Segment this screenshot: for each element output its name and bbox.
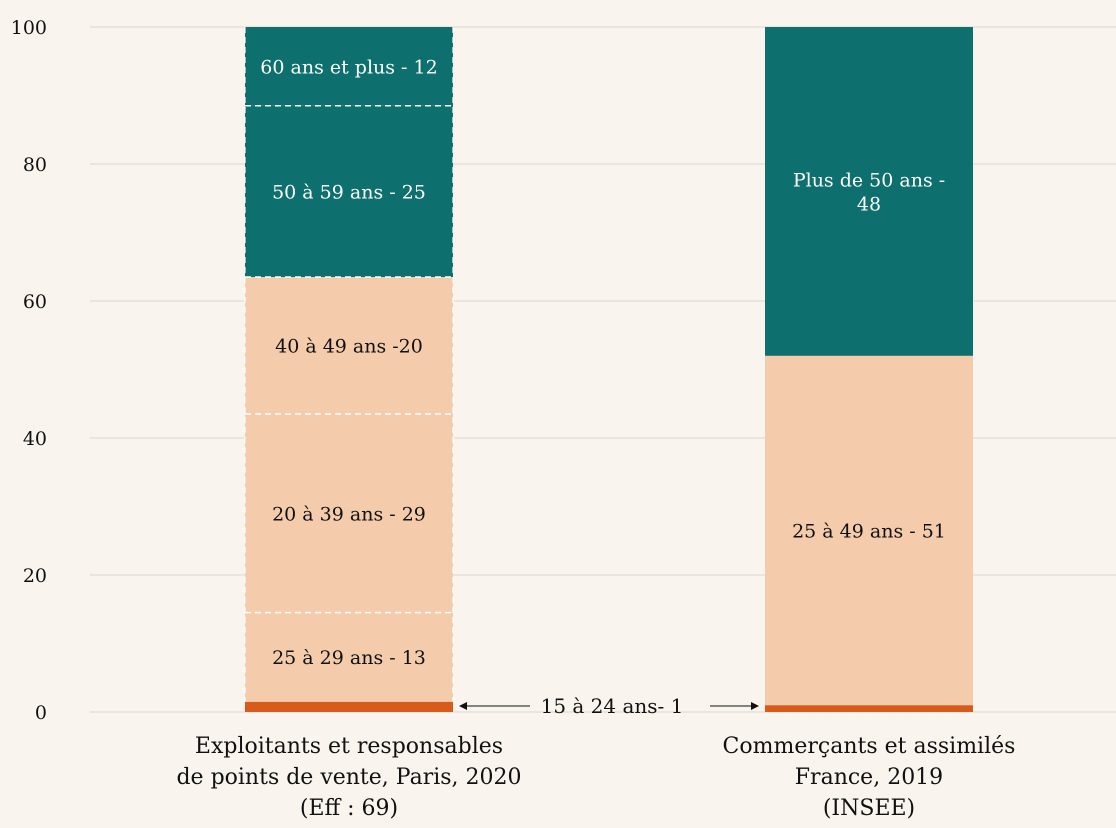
x-category-label: France, 2019 [795,765,943,790]
bar-segment [245,612,453,702]
callout-label: 15 à 24 ans- 1 [541,694,684,718]
bar-paris: 25 à 29 ans - 13 20 à 39 ans - 29 40 à 49 … [244,27,454,712]
bar-segment [245,414,453,613]
y-tick-label: 20 [23,565,47,587]
bar-segment [245,701,453,712]
bar-segment [245,27,453,106]
y-tick-label: 100 [11,17,47,39]
bars: 25 à 29 ans - 13 20 à 39 ans - 29 40 à 49 … [244,27,973,712]
y-tick-label: 0 [35,702,47,724]
bar-france: 25 à 49 ans - 51 Plus de 50 ans -48 [765,27,973,712]
y-tick-label: 40 [23,428,47,450]
segment-label: Plus de 50 ans - [793,169,945,191]
x-axis: Exploitants et responsables de points de … [176,734,1015,821]
x-category-label: (Eff : 69) [300,796,398,821]
x-category-label: Commerçants et assimilés [723,734,1016,759]
x-category-label: Exploitants et responsables [195,734,503,759]
segment-label: 50 à 59 ans - 25 [272,181,426,203]
bar-segment [765,355,973,706]
bar-segment [765,705,973,712]
bar-segment [245,105,453,278]
x-category-label: de points de vente, Paris, 2020 [176,765,521,790]
segment-label: 40 à 49 ans -20 [275,336,423,358]
segment-label: 25 à 49 ans - 51 [792,520,946,542]
y-tick-label: 80 [23,154,47,176]
segment-label: 48 [857,193,881,215]
bar-segment [245,277,453,415]
y-tick-label: 60 [23,291,47,313]
y-axis: 0 20 40 60 80 100 [11,17,47,724]
segment-label: 25 à 29 ans - 13 [272,647,426,669]
bar-segment [765,27,973,356]
x-category-label: (INSEE) [823,796,915,821]
segment-label: 20 à 39 ans - 29 [272,503,426,525]
callout-15-24: 15 à 24 ans- 1 [459,694,759,718]
segment-label: 60 ans et plus - 12 [260,56,437,78]
